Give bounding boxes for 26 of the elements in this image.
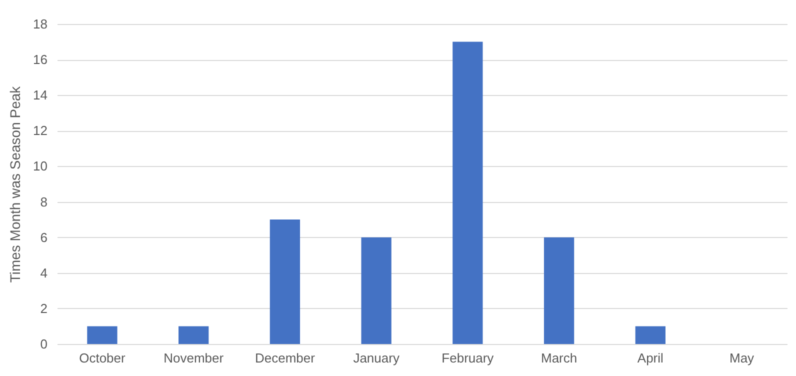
bar	[361, 237, 392, 344]
y-axis-title: Times Month was Season Peak	[7, 85, 24, 283]
bar	[544, 237, 574, 344]
y-tick-label: 6	[40, 230, 48, 245]
y-tick-label: 16	[33, 52, 48, 68]
x-tick-label: November	[164, 350, 224, 366]
bar	[270, 220, 300, 344]
x-tick-label: January	[353, 350, 400, 366]
y-tick-label: 4	[40, 265, 48, 280]
bar	[178, 326, 209, 344]
bar	[87, 326, 118, 344]
y-tick-label: 8	[40, 194, 48, 210]
bar	[635, 326, 666, 344]
y-tick-label: 10	[33, 158, 48, 174]
x-tick-label: February	[442, 350, 494, 366]
y-tick-label: 14	[33, 88, 48, 103]
y-tick-label: 18	[33, 16, 48, 32]
x-tick-label: December	[254, 350, 316, 366]
bar	[452, 42, 483, 344]
y-tick-label: 12	[33, 123, 48, 138]
x-tick-label: April	[637, 350, 664, 366]
x-tick-label: May	[729, 350, 755, 366]
y-tick-label: 2	[40, 300, 48, 316]
y-tick-label: 0	[40, 336, 48, 352]
x-tick-label: March	[540, 350, 578, 366]
x-tick-label: October	[79, 350, 126, 366]
